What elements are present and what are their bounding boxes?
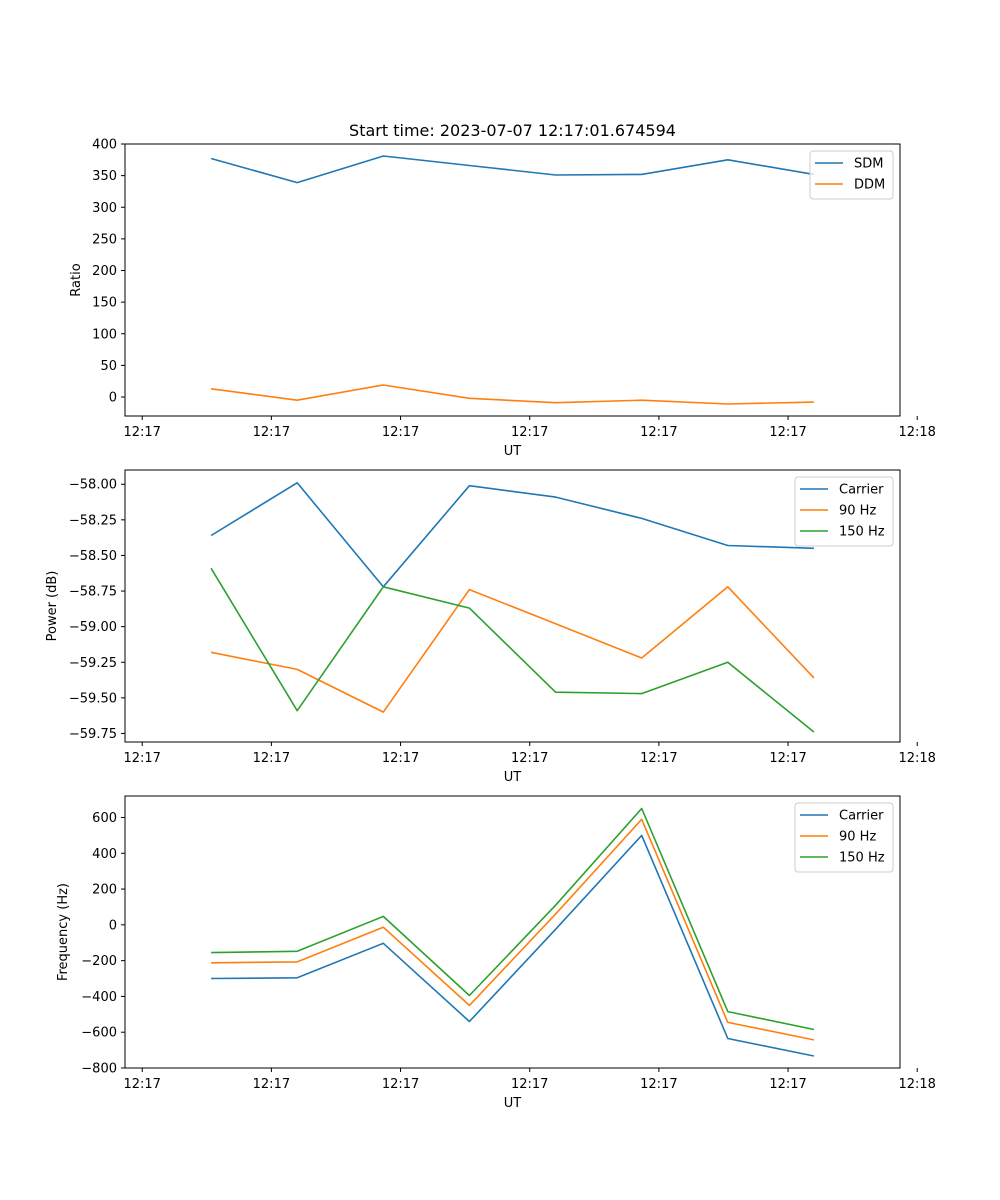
y-tick-label: 250 — [92, 232, 117, 247]
x-tick-label: 12:17 — [123, 425, 160, 440]
legend-label: 150 Hz — [839, 851, 885, 866]
legend-label: DDM — [854, 178, 885, 193]
y-axis-label: Frequency (Hz) — [56, 883, 71, 981]
axes-frame — [124, 469, 901, 743]
x-tick-label: 12:17 — [640, 425, 677, 440]
y-tick-label: −200 — [81, 954, 117, 969]
panel-2: 12:17 12:17 12:17 12:17 12:17 12:17 12:18 −59.7… — [45, 469, 936, 785]
x-tick-label: 12:18 — [898, 425, 935, 440]
x-tick-label: 12:17 — [511, 751, 548, 766]
legend: Carrier 90 Hz 150 Hz — [794, 802, 894, 873]
axes-frame — [124, 795, 901, 1069]
y-tick-label: −58.25 — [69, 513, 117, 528]
panel-3: 12:17 12:17 12:17 12:17 12:17 12:17 12:18 −800 −… — [56, 795, 936, 1111]
y-tick-label: 400 — [92, 138, 117, 153]
legend-label: 90 Hz — [839, 830, 876, 845]
series-line-150-hz — [211, 807, 815, 1031]
x-tick-label: 12:17 — [511, 425, 548, 440]
y-tick-label: −59.00 — [69, 620, 117, 635]
x-tick-label: 12:17 — [640, 1077, 677, 1092]
x-axis-label: UT — [504, 444, 522, 459]
legend-label: 90 Hz — [839, 504, 876, 519]
series-line-ddm — [210, 384, 814, 405]
y-tick-label: −600 — [81, 1026, 117, 1041]
y-tick-label: 0 — [109, 391, 117, 406]
y-tick-label: 150 — [92, 296, 117, 311]
y-tick-label: 400 — [92, 847, 117, 862]
x-tick-label: 12:17 — [382, 751, 419, 766]
x-tick-label: 12:18 — [898, 1077, 935, 1092]
legend-label: Carrier — [839, 809, 884, 824]
y-tick-label: −59.25 — [69, 656, 117, 671]
legend-box — [794, 476, 894, 547]
y-tick-label: −59.50 — [69, 691, 117, 706]
x-tick-label: 12:17 — [640, 751, 677, 766]
y-tick-label: 350 — [92, 169, 117, 184]
x-tick-label: 12:18 — [898, 751, 935, 766]
legend-box — [794, 802, 894, 873]
x-tick-label: 12:17 — [253, 1077, 290, 1092]
panel-1: 12:17 12:17 12:17 12:17 12:17 12:17 12:18 0 50 10… — [69, 138, 936, 460]
x-tick-label: 12:17 — [253, 751, 290, 766]
axes-frame — [124, 143, 901, 417]
figure-title: Start time: 2023-07-07 12:17:01.674594 — [349, 121, 676, 140]
y-tick-label: −58.50 — [69, 549, 117, 564]
legend: Carrier 90 Hz 150 Hz — [794, 476, 894, 547]
x-tick-label: 12:17 — [253, 425, 290, 440]
x-tick-label: 12:17 — [769, 425, 806, 440]
series-line-90-hz — [210, 585, 815, 713]
x-tick-label: 12:17 — [511, 1077, 548, 1092]
y-tick-label: 600 — [92, 811, 117, 826]
legend-label: Carrier — [839, 483, 884, 498]
legend-label: SDM — [854, 157, 883, 172]
series-line-90-hz — [211, 818, 815, 1041]
y-tick-label: −58.00 — [69, 478, 117, 493]
y-tick-label: 50 — [100, 359, 117, 374]
legend: SDM DDM — [809, 150, 894, 200]
y-axis-label: Power (dB) — [45, 571, 60, 642]
y-tick-label: 300 — [92, 201, 117, 216]
x-axis-label: UT — [504, 770, 522, 785]
x-tick-label: 12:17 — [123, 1077, 160, 1092]
x-axis-label: UT — [504, 1096, 522, 1111]
y-tick-label: 0 — [109, 918, 117, 933]
y-tick-label: −400 — [81, 990, 117, 1005]
y-axis-label: Ratio — [69, 263, 84, 296]
x-tick-label: 12:17 — [769, 1077, 806, 1092]
x-tick-label: 12:17 — [123, 751, 160, 766]
series-line-150-hz — [210, 567, 815, 733]
y-tick-label: 100 — [92, 327, 117, 342]
y-tick-label: −59.75 — [69, 727, 117, 742]
series-line-carrier — [210, 481, 814, 588]
y-tick-label: −800 — [81, 1062, 117, 1077]
legend-label: 150 Hz — [839, 525, 885, 540]
y-tick-label: 200 — [92, 264, 117, 279]
series-line-carrier — [211, 834, 815, 1057]
series-line-sdm — [210, 155, 815, 184]
x-tick-label: 12:17 — [769, 751, 806, 766]
x-tick-label: 12:17 — [382, 425, 419, 440]
x-tick-label: 12:17 — [382, 1077, 419, 1092]
y-tick-label: −58.75 — [69, 585, 117, 600]
y-tick-label: 200 — [92, 883, 117, 898]
